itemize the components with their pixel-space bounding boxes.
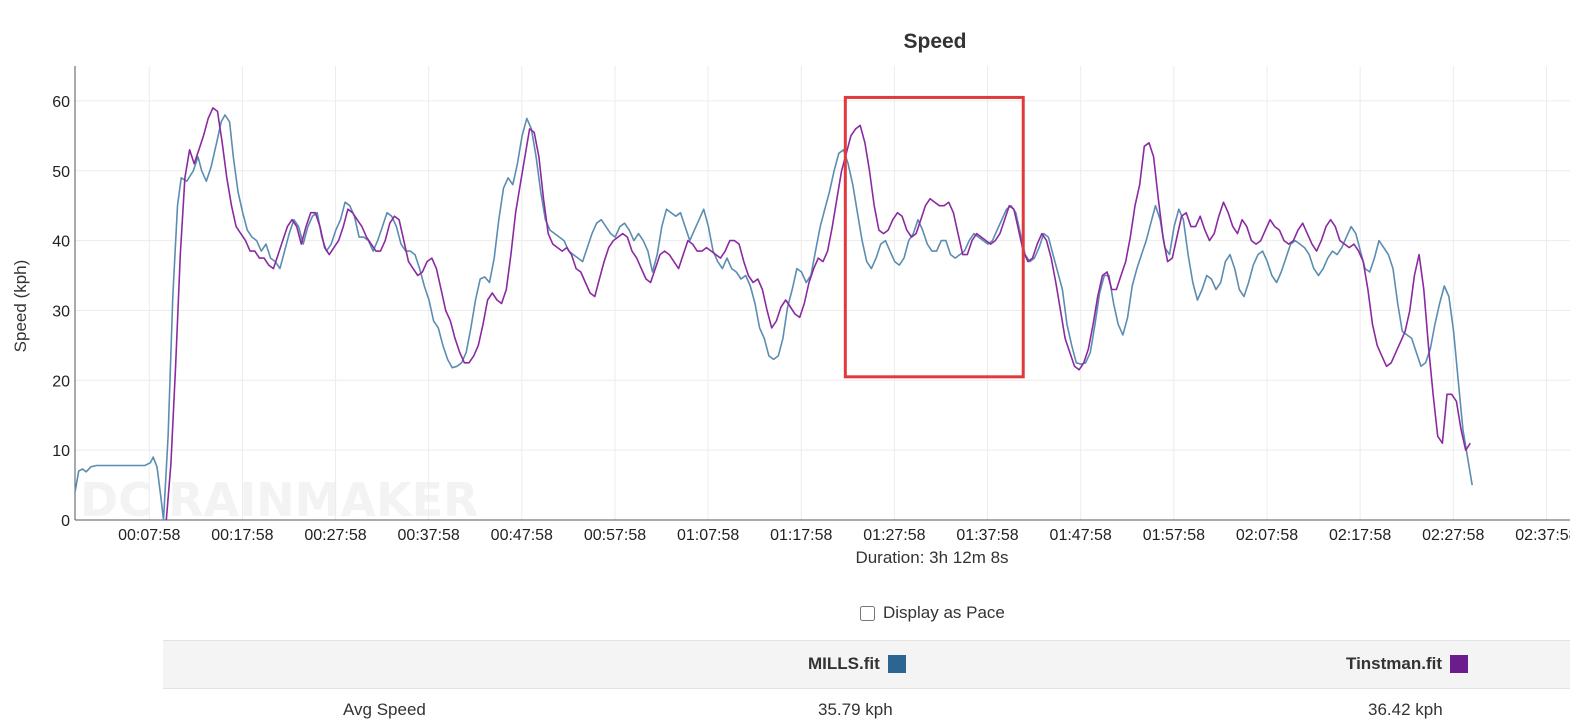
display-as-pace-toggle[interactable]: Display as Pace — [860, 603, 1005, 623]
x-tick-label: 01:27:58 — [863, 527, 925, 544]
display-as-pace-label: Display as Pace — [883, 603, 1005, 622]
speed-chart: DC RAINMAKER 0 10 20 30 40 50 60 00:07:58 00:17… — [11, 30, 1570, 567]
series-line-1 — [165, 107, 1471, 521]
watermark: DC RAINMAKER — [80, 473, 478, 527]
tinstman-file-label: Tinstman.fit — [1346, 654, 1443, 673]
x-axis-label: Duration: 3h 12m 8s — [855, 548, 1008, 567]
y-tick-label: 50 — [52, 164, 70, 181]
tinstman-color-swatch — [1450, 655, 1469, 673]
mills-avg-speed: 35.79 kph — [818, 700, 893, 719]
highlight-box — [843, 95, 1025, 379]
tinstman-file-header: Tinstman.fit — [1346, 654, 1469, 674]
x-tick-label: 00:47:58 — [491, 527, 553, 544]
x-tick-label: 01:37:58 — [956, 527, 1018, 544]
x-tick-label: 00:17:58 — [211, 527, 273, 544]
mills-file-label: MILLS.fit — [808, 654, 880, 673]
x-tick-label: 02:27:58 — [1422, 527, 1484, 544]
mills-color-swatch — [887, 655, 906, 673]
x-tick-label: 01:17:58 — [770, 527, 832, 544]
avg-speed-row: Avg Speed 35.79 kph 36.42 kph — [163, 688, 1570, 727]
y-tick-label: 40 — [52, 234, 70, 251]
x-tick-label: 01:07:58 — [677, 527, 739, 544]
y-tick-label: 0 — [61, 513, 70, 530]
x-tick-label: 00:37:58 — [398, 527, 460, 544]
summary-table-header: MILLS.fit Tinstman.fit — [163, 640, 1570, 689]
y-axis-label: Speed (kph) — [11, 260, 30, 353]
y-tick-label: 60 — [52, 94, 70, 111]
axes — [74, 66, 1570, 521]
chart-title: Speed — [903, 30, 966, 53]
series-line-0 — [74, 114, 1473, 521]
x-tick-label: 00:07:58 — [118, 527, 180, 544]
grid-lines — [75, 66, 1570, 520]
x-tick-label: 01:47:58 — [1050, 527, 1112, 544]
mills-file-header: MILLS.fit — [808, 654, 906, 674]
tinstman-avg-speed: 36.42 kph — [1368, 700, 1443, 719]
y-tick-label: 20 — [52, 373, 70, 390]
x-tick-labels: 00:07:58 00:17:58 00:27:58 00:37:58 00:47:58… — [118, 527, 1570, 544]
x-tick-label: 02:07:58 — [1236, 527, 1298, 544]
x-tick-label: 01:57:58 — [1143, 527, 1205, 544]
x-tick-label: 02:17:58 — [1329, 527, 1391, 544]
x-tick-label: 00:57:58 — [584, 527, 646, 544]
y-tick-labels: 0 10 20 30 40 50 60 — [52, 94, 70, 530]
x-tick-label: 00:27:58 — [304, 527, 366, 544]
y-tick-label: 30 — [52, 303, 70, 320]
avg-speed-label: Avg Speed — [343, 700, 426, 719]
y-tick-label: 10 — [52, 443, 70, 460]
display-as-pace-checkbox[interactable] — [860, 605, 875, 621]
x-tick-label: 02:37:58 — [1515, 527, 1570, 544]
series-lines — [74, 107, 1473, 521]
